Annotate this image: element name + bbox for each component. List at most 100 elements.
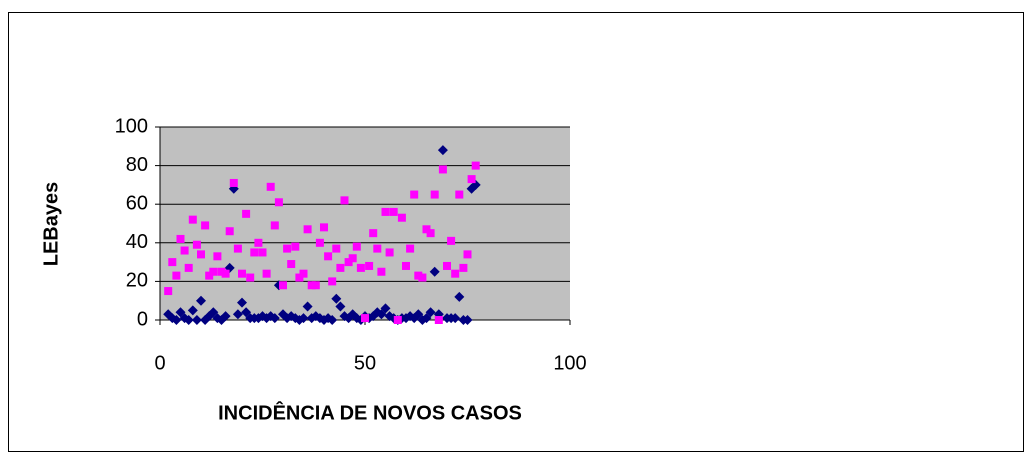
y-tick-label: 100 xyxy=(115,115,148,137)
data-point xyxy=(291,242,300,251)
data-point xyxy=(295,273,304,282)
data-point xyxy=(352,242,361,251)
data-point xyxy=(462,315,473,325)
data-point xyxy=(269,313,280,324)
y-tick-label: 20 xyxy=(126,270,148,292)
data-point xyxy=(302,301,313,312)
data-point xyxy=(242,209,251,218)
data-point xyxy=(183,315,194,325)
data-point xyxy=(365,261,374,270)
data-point xyxy=(324,252,333,261)
data-point xyxy=(422,225,431,234)
data-point xyxy=(221,269,230,278)
data-point xyxy=(192,240,201,249)
data-point xyxy=(209,267,218,276)
data-point xyxy=(397,213,406,222)
data-point xyxy=(344,258,353,267)
y-tick-label: 40 xyxy=(126,231,148,253)
data-point xyxy=(238,269,246,278)
data-point xyxy=(197,250,205,259)
data-point xyxy=(381,207,390,216)
data-point xyxy=(377,267,386,276)
data-point xyxy=(220,311,231,322)
data-point xyxy=(385,248,394,257)
data-point xyxy=(229,178,238,187)
data-point xyxy=(467,175,476,184)
data-point xyxy=(274,198,283,207)
data-point xyxy=(451,269,460,278)
data-point xyxy=(217,267,226,276)
data-point xyxy=(348,254,357,263)
data-point xyxy=(266,182,275,191)
data-point xyxy=(258,248,267,257)
data-point xyxy=(450,313,461,324)
data-point xyxy=(187,305,198,316)
data-point xyxy=(250,248,259,257)
data-point xyxy=(184,263,193,272)
data-point xyxy=(430,190,439,199)
data-point xyxy=(335,301,346,312)
data-point xyxy=(402,261,410,270)
data-point xyxy=(168,258,177,267)
y-tick-label: 60 xyxy=(126,192,148,214)
data-point xyxy=(429,266,440,277)
data-point xyxy=(311,281,320,290)
data-point xyxy=(270,221,279,230)
data-point xyxy=(425,307,436,318)
y-tick-label: 80 xyxy=(126,154,148,176)
data-point xyxy=(299,269,308,278)
data-point xyxy=(232,309,243,320)
data-point xyxy=(254,238,263,247)
data-point xyxy=(380,303,391,314)
data-point xyxy=(340,196,349,205)
data-point xyxy=(315,238,324,247)
data-point xyxy=(196,295,206,306)
data-point xyxy=(298,313,309,324)
data-point xyxy=(369,229,378,238)
data-point xyxy=(373,244,382,253)
data-point xyxy=(426,229,435,238)
data-point xyxy=(361,314,369,323)
data-point xyxy=(188,215,197,224)
data-point xyxy=(320,223,328,232)
data-point xyxy=(172,271,181,280)
data-point xyxy=(180,246,189,255)
data-point xyxy=(410,190,419,199)
data-point xyxy=(356,263,365,272)
data-point xyxy=(434,316,443,324)
x-tick-label: 0 xyxy=(154,352,165,374)
data-point xyxy=(283,244,292,253)
data-point xyxy=(246,273,255,282)
data-point xyxy=(454,291,465,302)
data-point xyxy=(455,190,464,199)
data-point xyxy=(389,207,398,216)
data-point xyxy=(438,165,447,174)
data-point xyxy=(471,161,480,170)
data-point xyxy=(331,293,342,304)
data-point xyxy=(225,227,234,236)
data-point xyxy=(406,244,415,253)
data-point xyxy=(262,269,271,278)
data-point xyxy=(418,273,427,282)
data-point xyxy=(327,315,338,325)
data-point xyxy=(307,281,316,290)
data-point xyxy=(414,271,423,280)
x-axis-title: INCIDÊNCIA DE NOVOS CASOS xyxy=(218,400,522,424)
data-point xyxy=(233,244,242,253)
data-point xyxy=(176,234,185,243)
data-point xyxy=(336,263,345,272)
y-tick-label: 0 xyxy=(137,308,148,330)
data-point xyxy=(303,225,312,234)
data-point xyxy=(463,250,472,259)
data-point xyxy=(237,297,247,308)
x-tick-label: 50 xyxy=(354,352,376,374)
data-point xyxy=(205,271,214,280)
data-point xyxy=(332,244,341,253)
data-point xyxy=(328,277,337,286)
plot-area xyxy=(160,127,570,320)
data-point xyxy=(164,287,173,296)
data-point xyxy=(443,261,451,270)
data-point xyxy=(459,263,468,272)
data-point xyxy=(437,145,448,156)
